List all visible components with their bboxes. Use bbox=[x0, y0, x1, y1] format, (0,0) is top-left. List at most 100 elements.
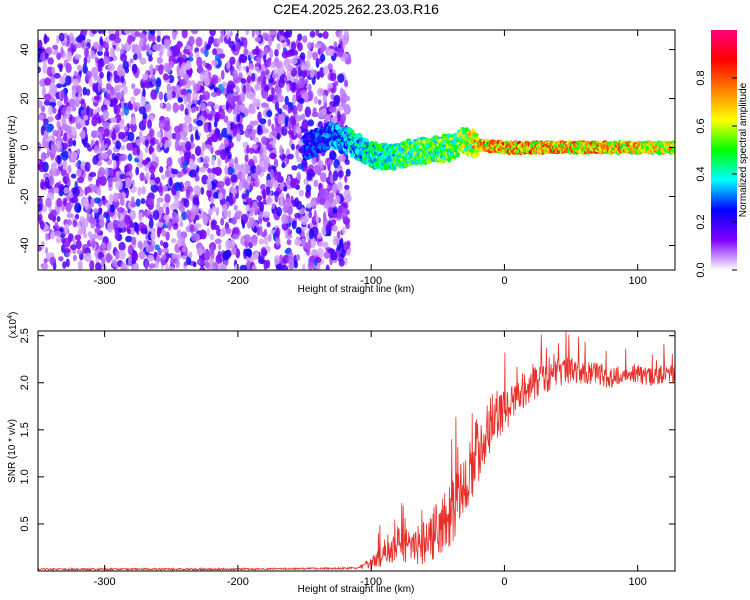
noise-blob bbox=[99, 175, 107, 186]
noise-blob bbox=[120, 145, 126, 151]
noise-blob bbox=[70, 151, 78, 162]
noise-blob bbox=[46, 116, 54, 123]
noise-blob bbox=[332, 235, 340, 246]
spectrogram-xlabel: Height of straight line (km) bbox=[298, 284, 415, 295]
noise-blob bbox=[171, 168, 179, 175]
snr-multiplier-text: (x104) bbox=[7, 312, 19, 339]
noise-blob bbox=[297, 132, 302, 139]
noise-blob bbox=[290, 177, 297, 189]
noise-blob bbox=[47, 57, 54, 65]
noise-blob bbox=[53, 72, 61, 79]
noise-blob bbox=[45, 252, 53, 259]
noise-blob bbox=[140, 96, 147, 107]
noise-blob bbox=[340, 249, 346, 258]
noise-blob bbox=[228, 96, 234, 103]
noise-blob bbox=[200, 187, 205, 195]
noise-blob bbox=[120, 262, 127, 270]
noise-blob bbox=[302, 263, 306, 270]
noise-blob bbox=[323, 65, 329, 76]
noise-blob bbox=[304, 106, 311, 118]
noise-blob bbox=[262, 188, 267, 200]
noise-blob bbox=[276, 175, 284, 184]
noise-blob bbox=[191, 232, 197, 242]
noise-blob bbox=[148, 49, 153, 55]
noise-blob bbox=[308, 228, 314, 240]
noise-blob bbox=[203, 155, 210, 164]
noise-blob bbox=[199, 166, 207, 173]
noise-blob bbox=[92, 155, 99, 165]
noise-blob bbox=[325, 264, 330, 270]
noise-blob bbox=[238, 104, 246, 113]
noise-blob bbox=[284, 116, 289, 124]
noise-blob bbox=[292, 94, 296, 105]
noise-blob bbox=[171, 91, 176, 99]
noise-blob bbox=[60, 90, 65, 100]
noise-blob bbox=[64, 113, 71, 119]
noise-blob bbox=[45, 123, 53, 133]
noise-blob bbox=[109, 193, 113, 204]
noise-blob bbox=[141, 159, 148, 166]
signal-blob bbox=[364, 138, 369, 142]
noise-blob bbox=[108, 98, 115, 108]
noise-blob bbox=[38, 203, 43, 212]
noise-blob bbox=[68, 36, 75, 44]
noise-blob bbox=[192, 262, 197, 268]
noise-blob bbox=[291, 143, 295, 151]
noise-blob bbox=[309, 68, 315, 79]
noise-blob bbox=[118, 155, 125, 162]
noise-blob bbox=[81, 218, 89, 229]
noise-blob bbox=[142, 73, 148, 81]
noise-blob bbox=[207, 101, 214, 107]
noise-blob bbox=[302, 35, 308, 43]
noise-blob bbox=[229, 167, 235, 174]
noise-blob bbox=[323, 211, 327, 222]
noise-blob bbox=[337, 73, 345, 83]
noise-blob bbox=[188, 35, 195, 46]
noise-blob bbox=[168, 60, 175, 69]
noise-blob bbox=[328, 106, 336, 113]
noise-blob bbox=[155, 87, 160, 94]
noise-blob bbox=[281, 162, 286, 169]
noise-blob bbox=[253, 202, 258, 208]
noise-blob bbox=[211, 133, 219, 143]
noise-blob bbox=[317, 99, 322, 106]
noise-blob bbox=[171, 31, 177, 41]
noise-blob bbox=[273, 158, 279, 169]
noise-blob bbox=[122, 83, 127, 91]
noise-blob bbox=[281, 264, 289, 270]
noise-blob bbox=[276, 206, 282, 217]
noise-blob bbox=[144, 146, 150, 153]
snr-xtick-label: 100 bbox=[629, 576, 647, 588]
noise-blob bbox=[218, 192, 223, 201]
noise-blob bbox=[115, 91, 123, 100]
noise-blob bbox=[300, 230, 305, 238]
noise-blob bbox=[164, 193, 171, 204]
noise-blob bbox=[209, 257, 215, 267]
noise-blob bbox=[111, 176, 119, 182]
noise-blob bbox=[345, 222, 350, 229]
noise-blob bbox=[276, 132, 281, 141]
noise-blob bbox=[94, 130, 99, 138]
noise-blob bbox=[263, 235, 269, 246]
noise-blob bbox=[155, 77, 162, 88]
noise-blob bbox=[41, 263, 49, 270]
noise-blob bbox=[270, 61, 276, 69]
noise-blob bbox=[147, 214, 153, 220]
noise-blob bbox=[148, 245, 154, 252]
noise-blob bbox=[328, 196, 334, 204]
noise-blob bbox=[111, 130, 116, 140]
noise-blob bbox=[258, 158, 265, 168]
noise-blob bbox=[179, 221, 184, 227]
noise-blob bbox=[123, 105, 130, 116]
noise-blob bbox=[265, 143, 273, 151]
noise-blob bbox=[286, 153, 294, 160]
noise-blob bbox=[105, 254, 113, 261]
noise-blob bbox=[322, 31, 329, 39]
noise-blob bbox=[85, 88, 91, 96]
noise-blob bbox=[216, 48, 224, 54]
noise-blob bbox=[166, 89, 173, 101]
noise-blob bbox=[247, 175, 252, 182]
noise-blob bbox=[210, 196, 215, 204]
noise-blob bbox=[271, 87, 275, 97]
noise-blob bbox=[41, 205, 47, 213]
